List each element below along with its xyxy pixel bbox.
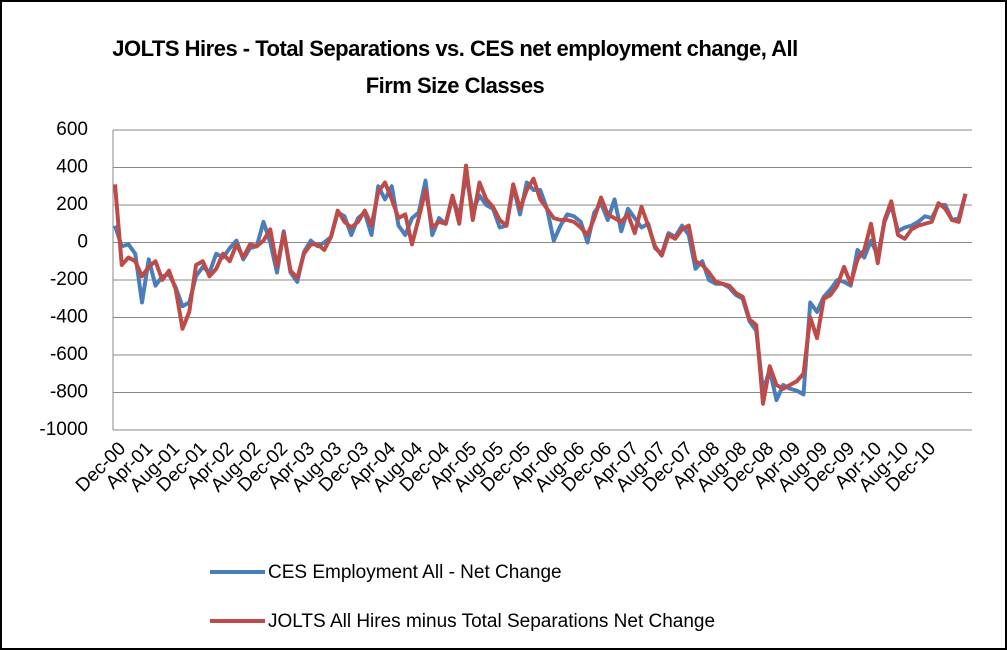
y-tick-label: -1000 <box>39 419 88 440</box>
y-tick-label: -600 <box>50 344 88 365</box>
y-tick-label: -400 <box>50 307 88 328</box>
y-tick-label: -200 <box>50 269 88 290</box>
chart-title: JOLTS Hires - Total Separations vs. CES … <box>112 36 798 98</box>
y-tick-label: 200 <box>56 194 88 215</box>
y-tick-label: 400 <box>56 157 88 178</box>
y-tick-label: 600 <box>56 119 88 140</box>
legend-label: CES Employment All - Net Change <box>268 562 562 583</box>
series-line <box>113 163 968 406</box>
legend-label: JOLTS All Hires minus Total Separations … <box>268 611 715 632</box>
y-tick-label: -800 <box>50 382 88 403</box>
y-tick-label: 0 <box>77 232 88 253</box>
